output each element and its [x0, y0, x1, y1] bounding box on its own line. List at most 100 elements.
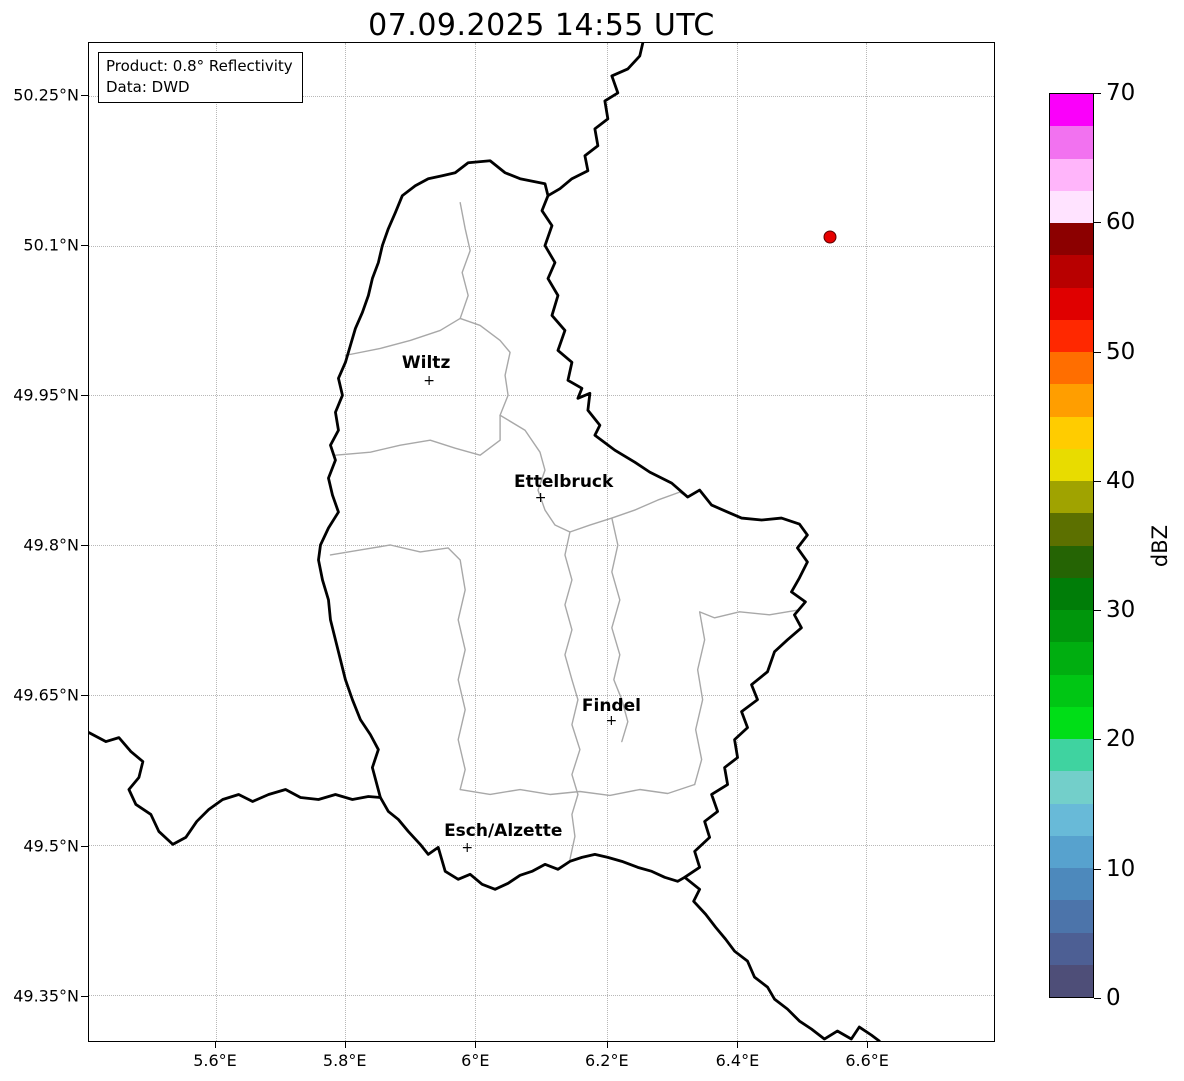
y-tick-mark: [81, 95, 88, 96]
gridline-vertical: [736, 43, 738, 1041]
x-tick-label: 5.6°E: [193, 1051, 237, 1070]
colorbar-tick-label: 0: [1106, 985, 1121, 1011]
colorbar: [1049, 93, 1094, 998]
y-tick-label: 49.35°N: [13, 986, 79, 1006]
info-product-line: Product: 0.8° Reflectivity: [106, 57, 293, 75]
gridline-horizontal: [89, 395, 994, 397]
colorbar-tick-mark: [1094, 93, 1101, 94]
y-tick-mark: [81, 245, 88, 246]
x-tick-mark: [737, 1042, 739, 1048]
colorbar-tick-label: 30: [1106, 597, 1136, 624]
y-tick-mark: [81, 695, 88, 696]
colorbar-cell: [1050, 706, 1093, 739]
colorbar-tick-mark: [1094, 610, 1101, 612]
district-borders: [329, 201, 801, 861]
colorbar-cell: [1050, 287, 1093, 320]
colorbar-cell: [1050, 932, 1093, 965]
x-tick-mark: [214, 1042, 216, 1048]
x-tick-label: 5.8°E: [322, 1051, 367, 1070]
x-tick-label: 6.4°E: [715, 1051, 760, 1070]
colorbar-cell: [1050, 319, 1093, 352]
gridline-vertical: [345, 43, 347, 1041]
x-tick-label: 6°E: [461, 1051, 490, 1070]
y-tick-mark: [81, 545, 88, 546]
city-marker: +: [605, 713, 618, 729]
x-tick-mark: [867, 1042, 869, 1048]
colorbar-tick-mark: [1094, 868, 1101, 870]
gridline-horizontal: [89, 245, 994, 247]
city-marker: +: [423, 373, 435, 389]
colorbar-cell: [1050, 190, 1093, 223]
colorbar-cell: [1050, 964, 1093, 997]
colorbar-cell: [1050, 352, 1093, 385]
luxembourg-map: [89, 43, 881, 1041]
gridline-horizontal: [89, 544, 994, 546]
y-tick-label: 49.8°N: [23, 535, 79, 555]
gridline-horizontal: [89, 694, 994, 696]
colorbar-tick-mark: [1094, 351, 1101, 353]
colorbar-axis-label: dBZ: [1148, 524, 1172, 568]
y-tick-label: 49.95°N: [13, 385, 79, 405]
city-label: Ettelbruck: [514, 472, 614, 492]
colorbar-cell: [1050, 803, 1093, 836]
gridline-horizontal: [89, 95, 994, 97]
x-tick-mark: [606, 1042, 608, 1048]
gridline-horizontal: [89, 995, 994, 997]
colorbar-tick-label: 60: [1106, 209, 1136, 236]
colorbar-cell: [1050, 642, 1093, 675]
colorbar-cell: [1050, 481, 1093, 514]
city-label: Esch/Alzette: [444, 821, 563, 841]
colorbar-tick-label: 50: [1106, 338, 1136, 365]
colorbar-cell: [1050, 513, 1093, 546]
info-box: Product: 0.8° Reflectivity Data: DWD: [98, 52, 303, 103]
colorbar-cell: [1050, 255, 1093, 288]
colorbar-cell: [1050, 674, 1093, 707]
colorbar-cell: [1050, 416, 1093, 449]
colorbar-cell: [1050, 900, 1093, 933]
colorbar-tick-label: 20: [1106, 726, 1136, 753]
y-tick-mark: [81, 846, 88, 847]
colorbar-cell: [1050, 545, 1093, 578]
city-marker: +: [534, 490, 547, 506]
city-marker: +: [461, 840, 474, 856]
gridline-vertical: [215, 43, 217, 1041]
x-tick-label: 6.6°E: [845, 1051, 889, 1070]
y-tick-label: 50.25°N: [13, 85, 79, 105]
colorbar-tick-label: 10: [1106, 855, 1136, 882]
info-datasource-line: Data: DWD: [106, 78, 190, 96]
luxembourg-border: [317, 159, 809, 891]
colorbar-cell: [1050, 126, 1093, 159]
x-tick-mark: [344, 1042, 346, 1048]
colorbar-cell: [1050, 739, 1093, 772]
colorbar-tick-mark: [1094, 480, 1101, 482]
colorbar-cell: [1050, 577, 1093, 610]
colorbar-cell: [1050, 94, 1093, 127]
colorbar-tick-label: 70: [1106, 80, 1136, 106]
colorbar-cell: [1050, 835, 1093, 868]
map-plot-area: Product: 0.8° Reflectivity Data: DWD + Wi…: [88, 42, 995, 1042]
colorbar-cell: [1050, 868, 1093, 901]
gridline-vertical: [606, 43, 608, 1041]
y-tick-label: 50.1°N: [23, 235, 79, 255]
radar-location-marker: [823, 230, 837, 244]
colorbar-tick-mark: [1094, 222, 1101, 224]
colorbar-tick-mark: [1094, 739, 1101, 741]
colorbar-cell: [1050, 610, 1093, 643]
gridline-horizontal: [89, 845, 994, 847]
colorbar-cell: [1050, 771, 1093, 804]
y-tick-mark: [81, 996, 88, 997]
colorbar-cell: [1050, 448, 1093, 481]
neighbour-country-borders: [89, 43, 881, 1041]
y-tick-mark: [81, 395, 88, 396]
gridline-vertical: [866, 43, 868, 1041]
gridline-vertical: [475, 43, 477, 1041]
plot-title: 07.09.2025 14:55 UTC: [368, 8, 715, 43]
city-label: Findel: [581, 696, 641, 716]
y-tick-label: 49.65°N: [13, 685, 79, 705]
x-tick-label: 6.2°E: [585, 1051, 629, 1070]
x-tick-mark: [475, 1042, 477, 1048]
colorbar-cell: [1050, 158, 1093, 191]
city-label: Wiltz: [401, 353, 451, 373]
colorbar-cell: [1050, 384, 1093, 417]
